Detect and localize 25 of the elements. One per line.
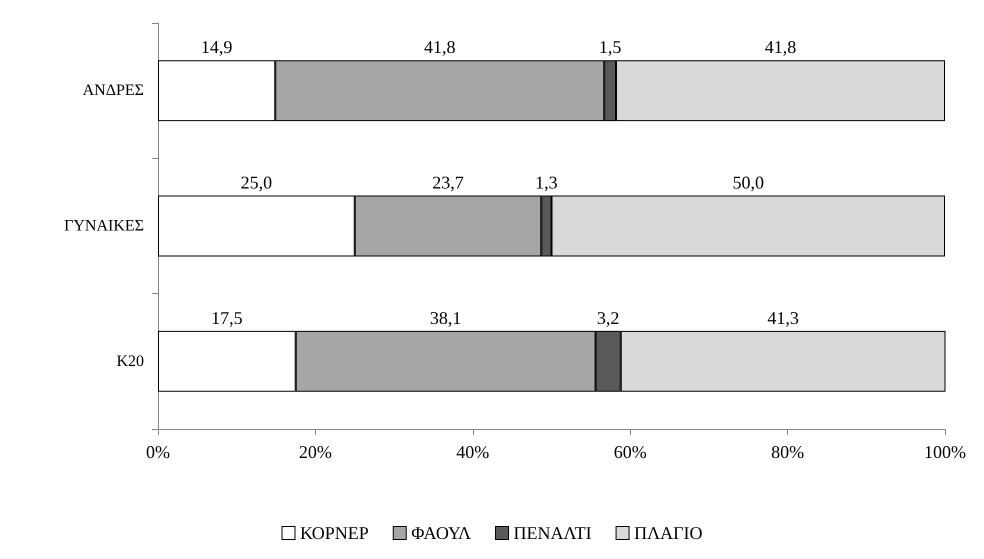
x-tick-label: 80% [771,442,804,462]
y-tick-label: ΓΥΝΑΙΚΕΣ [64,218,144,234]
data-label: 14,9 [200,37,232,58]
data-label: 17,5 [211,308,243,328]
data-label: 38,1 [430,308,462,328]
data-label: 25,0 [240,172,272,193]
data-label: 3,2 [596,308,620,328]
legend-label: ΦΑΟΥΛ [411,523,472,543]
y-tick-label: Κ20 [116,352,144,370]
data-label: 1,3 [535,172,558,193]
data-label: 41,8 [424,37,456,58]
x-tick-label: 60% [614,442,647,462]
x-tick-label: 0% [146,442,170,462]
data-label: 1,5 [598,37,622,58]
data-label: 41,3 [767,308,799,328]
legend-label: ΠΛΑΓΙΟ [634,523,703,543]
x-tick-label: 20% [298,442,332,462]
data-label: 41,8 [764,37,796,58]
legend-label: ΚΟΡΝΕΡ [300,523,369,543]
data-label: 50,0 [732,172,764,193]
data-label: 23,7 [432,172,464,193]
x-tick-label: 40% [456,442,490,462]
legend-label: ΠΕΝΑΛΤΙ [514,523,592,543]
y-tick-label: ΑΝΔΡΕΣ [82,82,144,100]
x-tick-label: 100% [924,442,966,462]
